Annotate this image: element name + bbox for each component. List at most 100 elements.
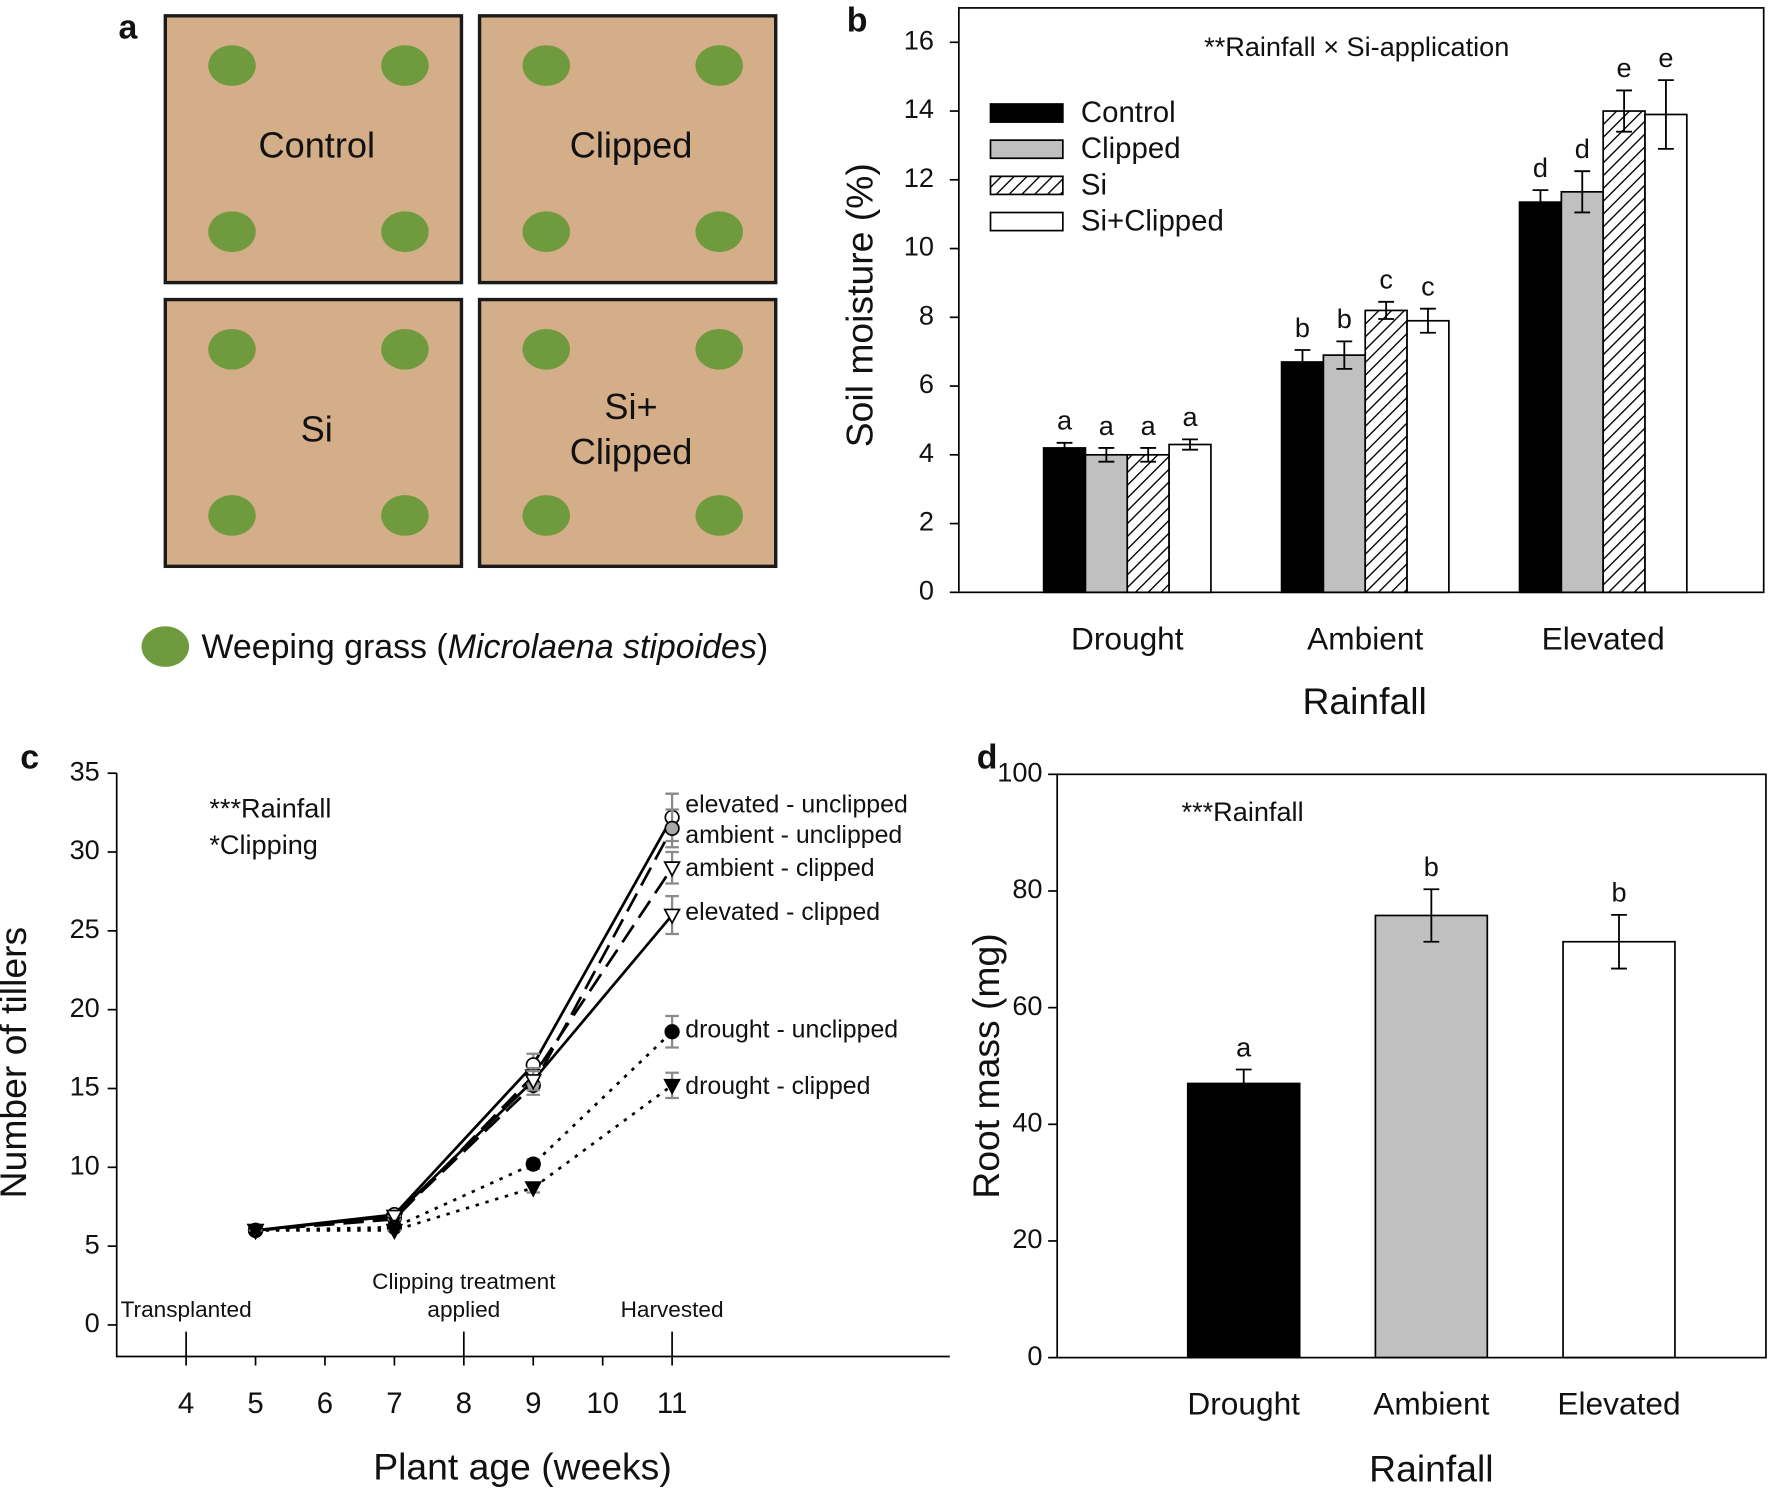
significance-letter: d [1575, 133, 1590, 164]
y-tick-label: 0 [919, 574, 934, 605]
significance-letter: b [1295, 312, 1310, 343]
significance-letter: b [1424, 851, 1439, 882]
significance-letter: e [1658, 42, 1673, 73]
error-bar [1336, 340, 1353, 370]
grass-plant [208, 328, 256, 370]
y-axis-title: Root mass (mg) [965, 933, 1007, 1198]
plot-frame [957, 7, 1765, 594]
marker [524, 1181, 543, 1198]
plot-label: Clipped [570, 125, 693, 166]
grass-plant [695, 495, 743, 536]
bar [1168, 443, 1212, 594]
bar [1406, 319, 1450, 594]
series-label: ambient - unclipped [685, 821, 902, 849]
error-bar [1378, 300, 1395, 320]
error-bar [1574, 170, 1591, 214]
error-bar [1611, 913, 1627, 970]
annotation: ***Rainfall [1182, 796, 1304, 827]
event-label: applied [427, 1297, 500, 1322]
series-line [255, 827, 674, 1232]
grass-plant [208, 495, 256, 536]
marker [664, 820, 680, 837]
series-label: elevated - clipped [685, 898, 880, 926]
bar [1518, 201, 1563, 594]
significance-letter: b [1611, 877, 1626, 908]
marker [664, 1024, 680, 1040]
bar [1644, 113, 1688, 594]
annotation: *Clipping [209, 829, 318, 860]
grass-plant [381, 45, 429, 86]
significance-letter: a [1141, 410, 1157, 441]
grass-plant [381, 495, 429, 536]
legend-label: Clipped [1081, 132, 1181, 165]
x-tick-label: 10 [586, 1387, 619, 1420]
x-tick-label: Drought [1071, 620, 1184, 656]
plot-label: Si+ [604, 386, 657, 427]
annotation: ***Rainfall [209, 793, 331, 824]
significance-letter: c [1379, 264, 1393, 295]
grass-plant [522, 328, 570, 370]
plot-frame [1056, 773, 1767, 1359]
error-bar [1532, 189, 1549, 216]
legend-label: Control [1081, 96, 1176, 129]
significance-letter: a [1057, 405, 1073, 436]
significance-letter: a [1236, 1031, 1252, 1062]
y-tick-label: 0 [85, 1307, 100, 1338]
error-bar [1098, 447, 1115, 463]
y-tick-label: 35 [70, 755, 100, 786]
marker [663, 1078, 681, 1096]
grass-plant [208, 211, 256, 253]
legend-part: Weeping grass ( [201, 628, 448, 666]
series-line [255, 1030, 674, 1232]
error-bar [1056, 441, 1073, 455]
legend-swatch [989, 175, 1064, 196]
y-tick-label: 30 [70, 834, 100, 865]
grass-plant [522, 495, 570, 536]
panel-label: a [119, 8, 139, 46]
legend-part: Microlaena stipoides [448, 628, 757, 666]
series-line [255, 867, 674, 1232]
x-axis-title: Rainfall [1302, 680, 1426, 722]
series-label: elevated - unclipped [685, 791, 908, 819]
legend-swatch [141, 626, 190, 667]
marker [663, 861, 681, 878]
significance-letter: a [1182, 401, 1198, 432]
panel-label: d [977, 739, 998, 777]
y-tick-label: 16 [904, 24, 934, 55]
marker [385, 1223, 404, 1241]
x-tick-label: 11 [657, 1387, 688, 1420]
y-tick-label: 12 [904, 162, 934, 193]
legend-part: ) [757, 628, 768, 666]
y-tick-label: 5 [85, 1228, 100, 1259]
marker [663, 908, 681, 925]
event-label: Transplanted [121, 1297, 252, 1322]
legend-swatch [989, 103, 1064, 123]
bar [1374, 914, 1489, 1359]
x-tick-label: Elevated [1557, 1386, 1680, 1422]
x-tick-label: 8 [456, 1387, 472, 1420]
y-axis-title: Number of tillers [0, 927, 34, 1199]
y-tick-label: 15 [70, 1071, 100, 1102]
event-label: Clipping treatment [372, 1269, 556, 1294]
series-line [255, 914, 674, 1232]
grass-plant [695, 328, 743, 370]
significance-letter: e [1617, 52, 1632, 83]
panel-label: b [847, 2, 868, 40]
marker [524, 1074, 543, 1091]
y-tick-label: 6 [919, 368, 934, 399]
x-tick-label: 6 [317, 1387, 333, 1420]
y-tick-label: 10 [904, 231, 934, 262]
marker [246, 1223, 265, 1241]
bar [1126, 453, 1170, 594]
series-label: drought - unclipped [685, 1015, 898, 1043]
x-tick-label: Drought [1187, 1386, 1300, 1422]
y-tick-label: 80 [1012, 873, 1042, 904]
significance-letter: c [1421, 271, 1435, 302]
significance-letter: b [1337, 303, 1352, 334]
x-tick-label: Elevated [1542, 620, 1665, 656]
error-bar [1420, 307, 1436, 334]
legend-text: Weeping grass (Microlaena stipoides) [201, 628, 768, 666]
error-bar [1294, 349, 1311, 375]
panel-label: c [20, 739, 39, 777]
